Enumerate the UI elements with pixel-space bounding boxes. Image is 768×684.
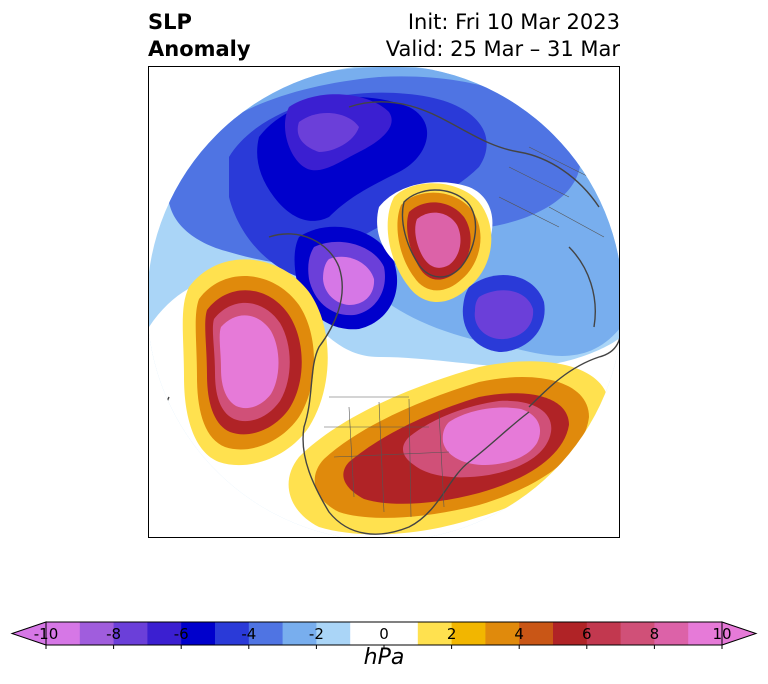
colorbar-swatch xyxy=(147,622,182,645)
colorbar xyxy=(10,621,758,649)
anomaly-band xyxy=(415,212,461,268)
colorbar-swatch xyxy=(485,622,520,645)
colorbar-swatch xyxy=(553,622,588,645)
colorbar-tick-label: -6 xyxy=(173,625,189,643)
colorbar-swatch xyxy=(586,622,622,645)
anomaly-band xyxy=(297,112,359,152)
colorbar-swatch xyxy=(654,622,689,645)
colorbar-tick-label: -4 xyxy=(241,625,257,643)
title-right: Init: Fri 10 Mar 2023 Valid: 25 Mar – 31… xyxy=(386,9,620,63)
colorbar-tick-label: 2 xyxy=(446,625,457,643)
colorbar-tick-label: -2 xyxy=(308,625,324,643)
colorbar-swatch xyxy=(113,622,148,645)
colorbar-swatch xyxy=(248,622,284,645)
colorbar-swatch xyxy=(215,622,250,645)
title-variable: SLP xyxy=(148,10,192,34)
colorbar-tick-label: 0 xyxy=(379,625,389,643)
colorbar-swatch xyxy=(384,622,419,645)
valid-range: Valid: 25 Mar – 31 Mar xyxy=(385,37,620,61)
colorbar-tick-label: 6 xyxy=(582,625,592,643)
colorbar-label: hPa xyxy=(363,645,405,670)
colorbar-swatch xyxy=(282,622,317,645)
anomaly-band xyxy=(474,290,534,340)
colorbar-tick-label: -8 xyxy=(106,625,122,643)
colorbar-swatch xyxy=(46,622,81,645)
colorbar-swatch xyxy=(350,622,385,645)
coastlines xyxy=(163,101,619,535)
colorbar-tick-label: 8 xyxy=(649,625,660,643)
slp-anomaly-map xyxy=(149,67,619,537)
colorbar-swatch xyxy=(181,622,216,645)
init-date: Init: Fri 10 Mar 2023 xyxy=(407,10,620,34)
political-borders xyxy=(324,146,605,518)
colorbar-tick-label: 4 xyxy=(514,625,524,643)
colorbar-tick-label: -10 xyxy=(33,625,59,643)
title-left: SLP Anomaly xyxy=(148,9,251,63)
colorbar-tick-label: 10 xyxy=(712,625,732,643)
colorbar-swatch xyxy=(620,622,655,645)
colorbar-swatch xyxy=(519,622,554,645)
title-anomaly: Anomaly xyxy=(148,37,251,61)
anomaly-band xyxy=(219,315,279,409)
colorbar-swatch xyxy=(316,622,351,645)
colorbar-swatch xyxy=(451,622,486,645)
map-panel xyxy=(148,66,620,538)
colorbar-swatch xyxy=(79,622,115,645)
anomaly-band xyxy=(323,256,375,305)
colorbar-swatch xyxy=(417,622,453,645)
colorbar-swatch xyxy=(688,622,723,645)
